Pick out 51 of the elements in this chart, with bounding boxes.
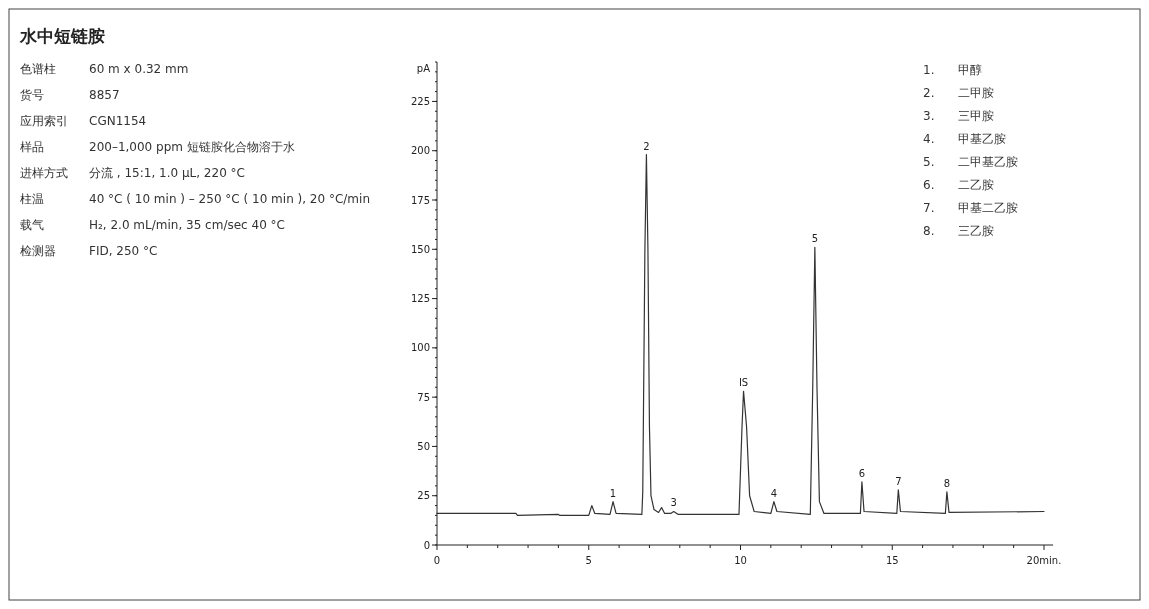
text: 柱温 [20, 192, 44, 206]
x-tick-label: 20min. [1026, 555, 1062, 566]
text: 200–1,000 ppm 短链胺化合物溶于水 [89, 140, 295, 154]
text: 检测器 [20, 244, 56, 258]
y-tick-label: 0 [423, 539, 430, 551]
annotation: 7 [895, 475, 902, 487]
text: 5. 二甲基乙胺 [923, 155, 1018, 169]
text: H₂, 2.0 mL/min, 35 cm/sec 40 °C [89, 218, 285, 232]
text: 货号 [20, 88, 44, 102]
text: 2. 二甲胺 [923, 86, 994, 100]
y-axis-title: pA [416, 63, 431, 74]
y-tick-label: 225 [410, 95, 430, 107]
annotation: IS [738, 377, 749, 389]
text: 进样方式 [20, 166, 68, 180]
annotation: 5 [811, 233, 819, 245]
text: 8857 [89, 88, 120, 102]
y-tick-label: 150 [410, 243, 430, 255]
annotation: 3 [670, 497, 677, 509]
x-tick-label: 0 [433, 555, 441, 566]
text: 3. 三甲胺 [923, 109, 994, 123]
y-tick-label: 50 [417, 440, 430, 452]
text: 60 m x 0.32 mm [89, 62, 189, 76]
annotation: 2 [643, 140, 650, 152]
text: 1. 甲醇 [923, 63, 982, 77]
annotation: 8 [943, 477, 951, 489]
x-tick-label: 15 [885, 555, 899, 566]
text: 载气 [20, 218, 44, 232]
y-tick-label: 25 [417, 490, 430, 502]
text: 应用索引 [20, 114, 68, 128]
text: 8. 三乙胺 [923, 224, 994, 238]
y-tick-label: 75 [417, 391, 430, 403]
line-series [436, 154, 1045, 517]
x-tick-label: 10 [734, 555, 747, 566]
text: 7. 甲基二乙胺 [923, 201, 1018, 215]
y-tick-label: 125 [410, 293, 430, 305]
text: FID, 250 °C [89, 244, 158, 258]
annotation: 4 [770, 487, 778, 499]
y-tick-label: 175 [410, 194, 430, 206]
text: 6. 二乙胺 [923, 178, 994, 192]
text: 水中短链胺 [19, 26, 105, 46]
annotation: 6 [858, 467, 866, 479]
y-tick-label: 100 [410, 342, 430, 354]
text: 样品 [20, 140, 44, 154]
x-tick-label: 5 [585, 555, 592, 566]
text: 4. 甲基乙胺 [923, 132, 1006, 146]
text: 分流 , 15:1, 1.0 µL, 220 °C [89, 166, 245, 180]
annotation: 1 [609, 487, 617, 499]
text: CGN1154 [89, 114, 147, 128]
text: 40 °C ( 10 min ) – 250 °C ( 10 min ), 20 °C/min [89, 192, 370, 206]
y-tick-label: 200 [410, 145, 430, 157]
text: 色谱柱 [20, 62, 56, 76]
